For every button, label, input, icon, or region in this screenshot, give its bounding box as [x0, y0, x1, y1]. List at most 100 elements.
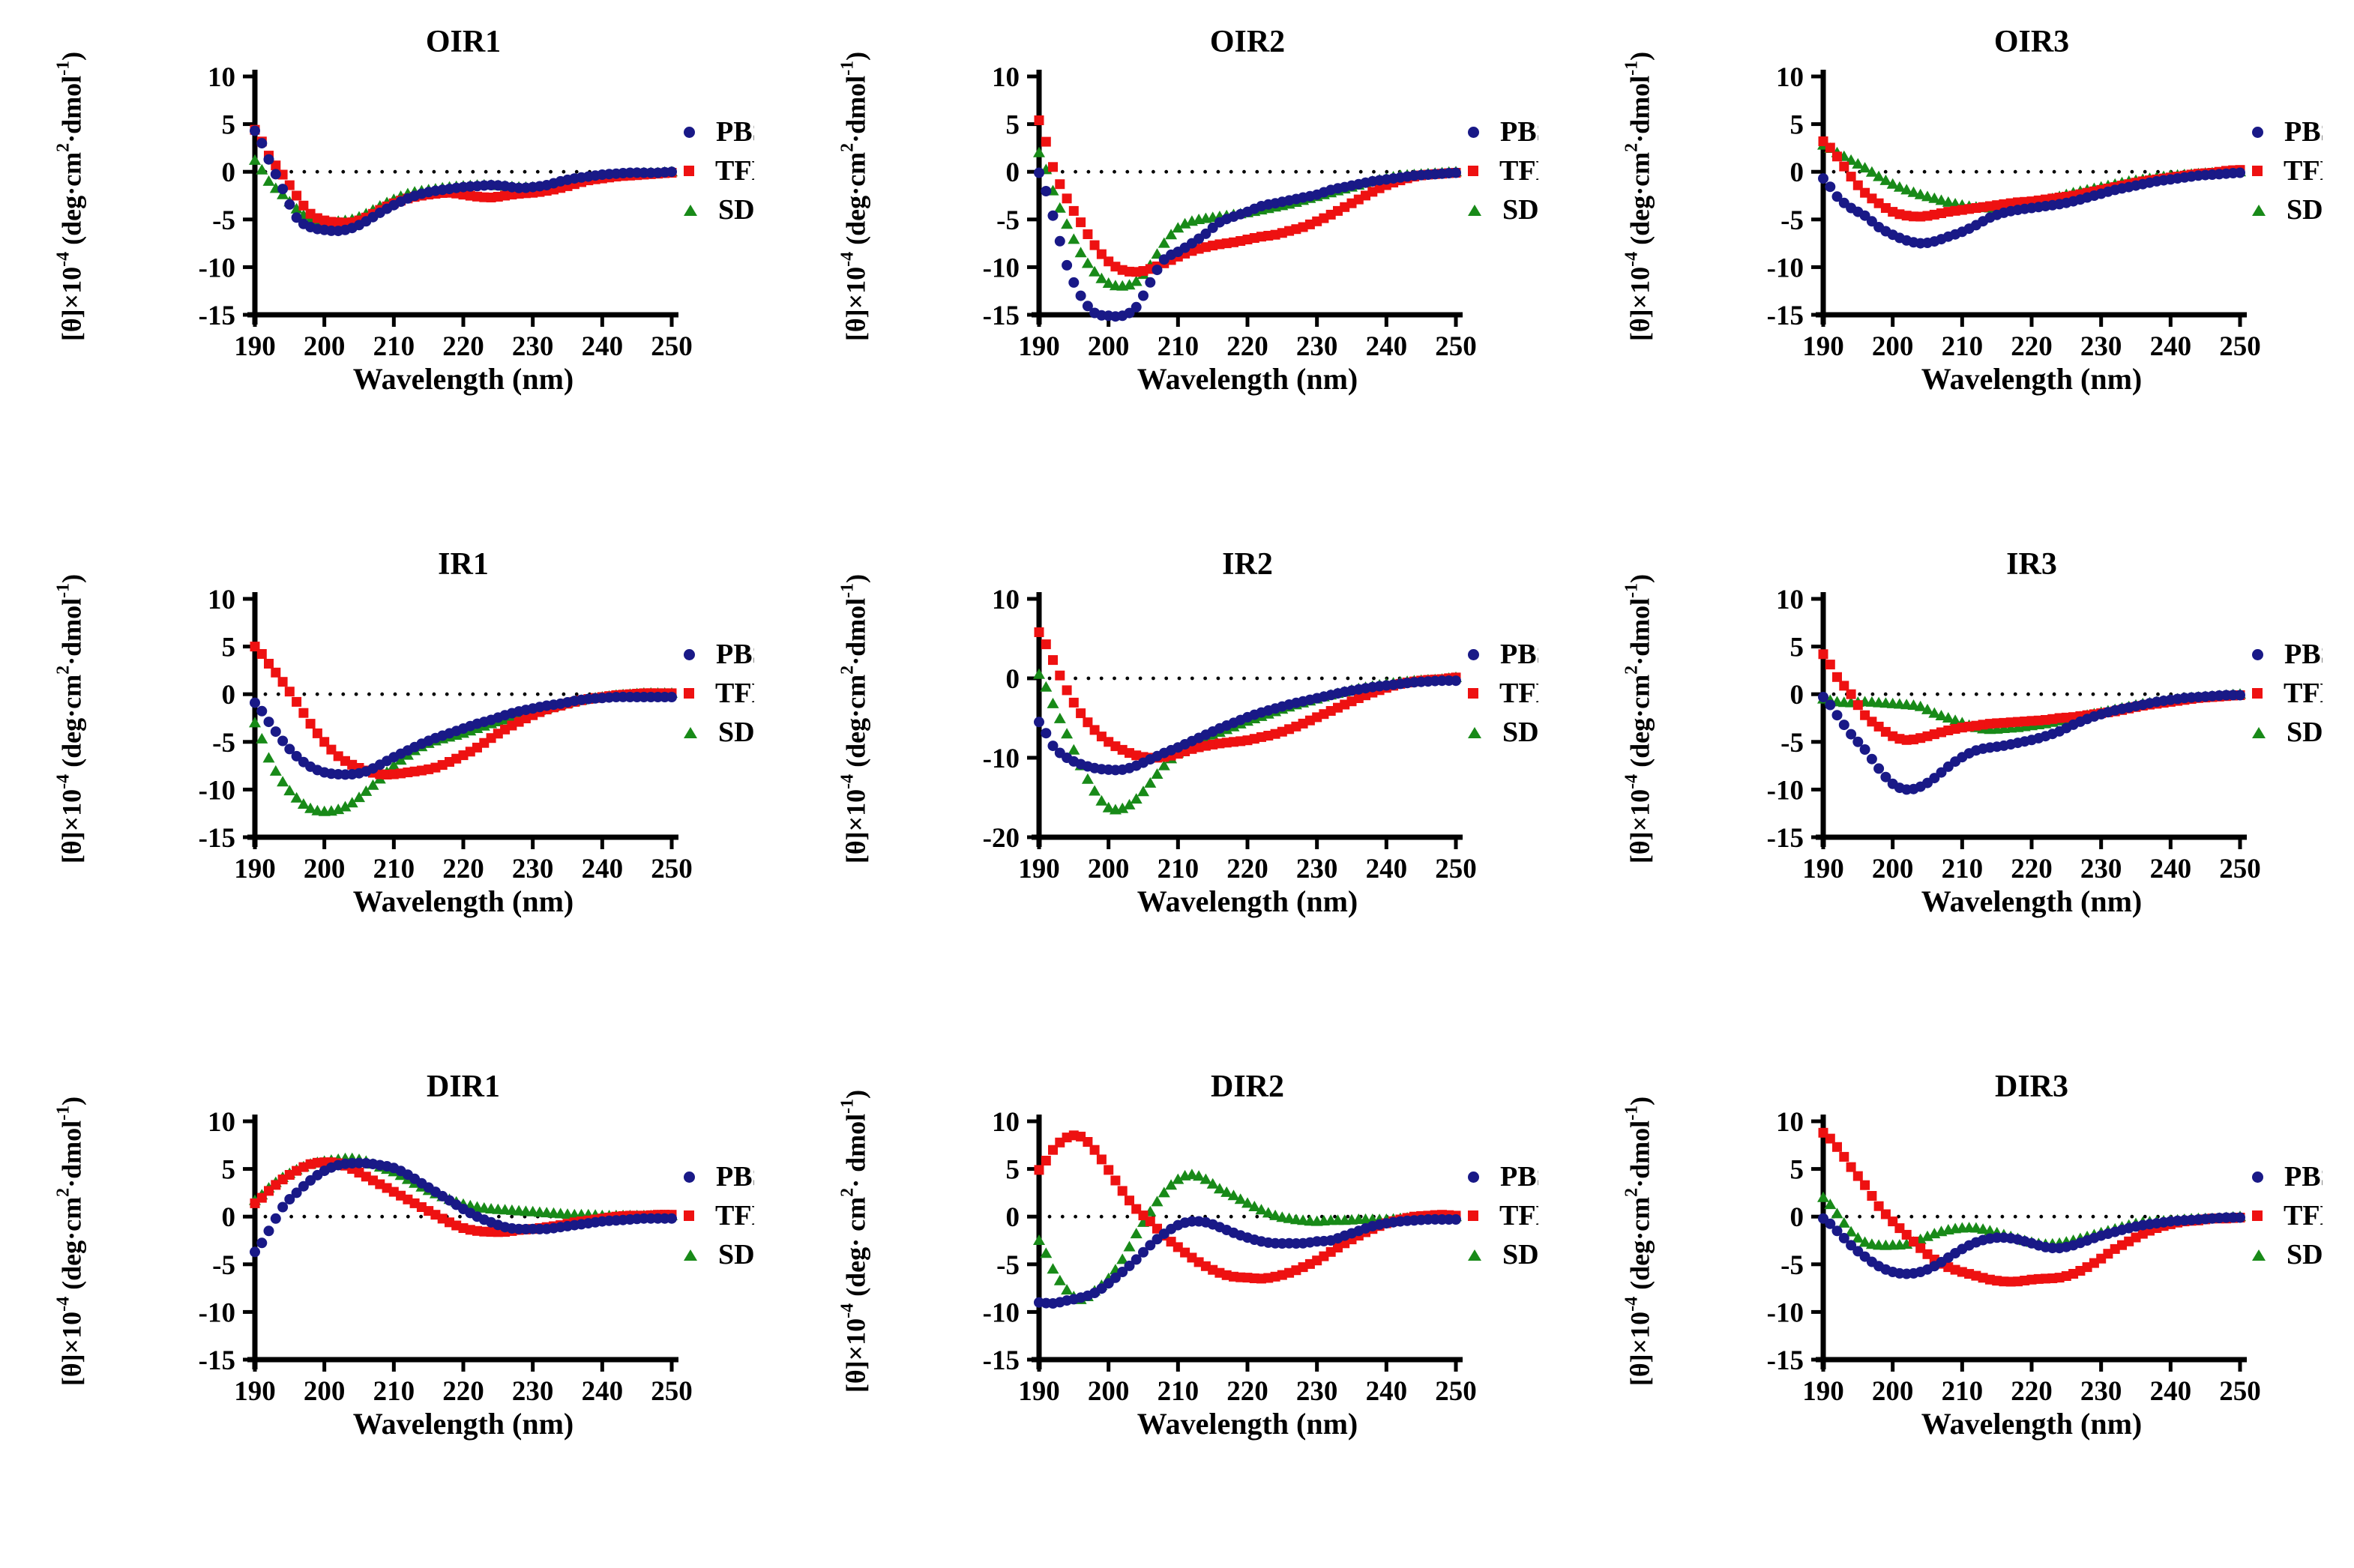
legend-item-pbs: PBS — [684, 635, 754, 674]
plot-area: 190 200 210 220 230 240 250 10 5 0 -5 -10 -15 — [1767, 62, 2261, 362]
y-tick-label: 10 — [1776, 62, 1804, 93]
x-tick — [1176, 837, 1180, 849]
y-tick — [243, 1119, 255, 1124]
chart-oir3: OIR3 [θ]×10-4 (deg·cm2·dmol-1) 190 200 210… — [1598, 12, 2323, 510]
x-tick — [391, 1360, 396, 1372]
chart-title: DIR2 — [1210, 1070, 1284, 1104]
x-tick — [322, 837, 327, 849]
plot-area: 190 200 210 220 230 240 250 10 5 0 -5 -10 -15 — [199, 585, 693, 884]
y-tick — [1811, 1167, 1823, 1172]
y-tick — [1811, 217, 1823, 222]
x-tick — [1454, 315, 1458, 327]
y-tick-label: 0 — [1006, 157, 1020, 188]
x-tick — [391, 315, 396, 327]
legend: PBS TFE SDS — [2252, 635, 2323, 752]
x-tick-label: 230 — [512, 1376, 554, 1407]
y-tick — [1027, 676, 1039, 681]
y-tick-label: 10 — [208, 585, 235, 615]
x-tick-label: 220 — [1226, 331, 1268, 362]
y-tick — [1811, 645, 1823, 649]
tfe-marker-icon — [684, 688, 694, 699]
x-tick-label: 250 — [1435, 854, 1477, 884]
sds-marker-icon — [684, 1249, 697, 1261]
x-tick-label: 210 — [1942, 1376, 1984, 1407]
legend-item-pbs: PBS — [1468, 635, 1538, 674]
y-tick — [243, 74, 255, 79]
legend-item-pbs: PBS — [1468, 112, 1538, 151]
sds-marker-icon — [2252, 204, 2266, 216]
y-tick — [1027, 1167, 1039, 1172]
x-tick — [2168, 315, 2173, 327]
legend: PBS TFE SDS — [1468, 635, 1538, 752]
y-tick-label: -15 — [1767, 823, 1804, 854]
y-tick-label: -5 — [996, 1250, 1020, 1281]
y-tick-label: 10 — [992, 585, 1020, 615]
x-axis-label: Wavelength (nm) — [352, 362, 574, 396]
chart-title: OIR2 — [1209, 25, 1286, 59]
y-tick-label: 10 — [1776, 585, 1804, 615]
series-tfe — [250, 1157, 677, 1237]
legend: PBS TFE SDS — [684, 112, 754, 229]
x-tick-label: 250 — [651, 1376, 693, 1407]
y-tick — [1811, 1357, 1823, 1362]
x-tick-label: 190 — [1018, 331, 1060, 362]
x-tick-label: 210 — [1942, 854, 1984, 884]
y-tick-label: -10 — [983, 1297, 1020, 1328]
x-tick — [1315, 1360, 1319, 1372]
y-tick-label: -5 — [996, 205, 1020, 236]
x-axis-label: Wavelength (nm) — [1137, 884, 1358, 918]
x-tick — [2099, 837, 2104, 849]
x-tick — [1107, 1360, 1111, 1372]
y-tick — [1811, 740, 1823, 744]
legend: PBS TFE SDS — [2252, 112, 2323, 229]
x-tick-label: 250 — [1435, 1376, 1477, 1407]
x-tick-label: 240 — [1366, 1376, 1408, 1407]
legend: PBS TFE SDS — [684, 635, 754, 752]
x-tick — [1176, 315, 1180, 327]
x-tick-label: 250 — [2219, 1376, 2261, 1407]
x-tick-label: 240 — [2150, 331, 2192, 362]
y-tick — [1027, 313, 1039, 317]
x-tick — [2238, 837, 2242, 849]
y-tick-label: -5 — [1780, 728, 1804, 759]
x-tick-label: 220 — [1226, 854, 1268, 884]
sds-marker-icon — [1468, 204, 1481, 216]
y-tick-label: 0 — [1790, 157, 1804, 188]
axes: 190 200 210 220 230 240 250 10 5 0 -5 -10 -15 — [1767, 1107, 2261, 1407]
tfe-marker-icon — [684, 1210, 694, 1221]
legend-item-sds: SDS — [1468, 1235, 1538, 1274]
x-tick-label: 220 — [442, 331, 484, 362]
y-tick — [1811, 313, 1823, 317]
chart-title: IR3 — [2006, 547, 2057, 582]
y-tick-label: -15 — [199, 1345, 235, 1376]
y-tick-label: 0 — [1006, 664, 1020, 695]
y-tick-label: -15 — [1767, 1345, 1804, 1376]
x-tick — [600, 1360, 604, 1372]
y-tick — [1027, 597, 1039, 601]
y-tick-label: -5 — [212, 1250, 235, 1281]
y-tick-label: 0 — [222, 1202, 236, 1233]
x-tick-label: 190 — [1802, 331, 1844, 362]
y-tick-label: -10 — [1767, 775, 1804, 806]
x-tick — [600, 837, 604, 849]
x-tick — [669, 837, 674, 849]
legend-item-pbs: PBS — [2252, 112, 2323, 151]
x-axis-label: Wavelength (nm) — [352, 1407, 574, 1441]
pbs-marker-icon — [2252, 648, 2263, 660]
tfe-marker-icon — [2252, 688, 2263, 699]
tfe-marker-icon — [1468, 166, 1478, 176]
y-tick — [243, 645, 255, 649]
x-tick — [1176, 1360, 1180, 1372]
y-tick — [243, 217, 255, 222]
y-tick-label: -10 — [1767, 1297, 1804, 1328]
x-tick — [461, 837, 466, 849]
zero-line — [1831, 1214, 2238, 1219]
x-tick-label: 190 — [234, 854, 276, 884]
y-tick-label: -5 — [1780, 205, 1804, 236]
y-tick — [1027, 169, 1039, 174]
legend-item-tfe: TFE — [684, 1196, 754, 1235]
y-tick-label: 0 — [1790, 1202, 1804, 1233]
chart-title: OIR3 — [1993, 25, 2070, 59]
chart-title: IR2 — [1222, 547, 1273, 582]
